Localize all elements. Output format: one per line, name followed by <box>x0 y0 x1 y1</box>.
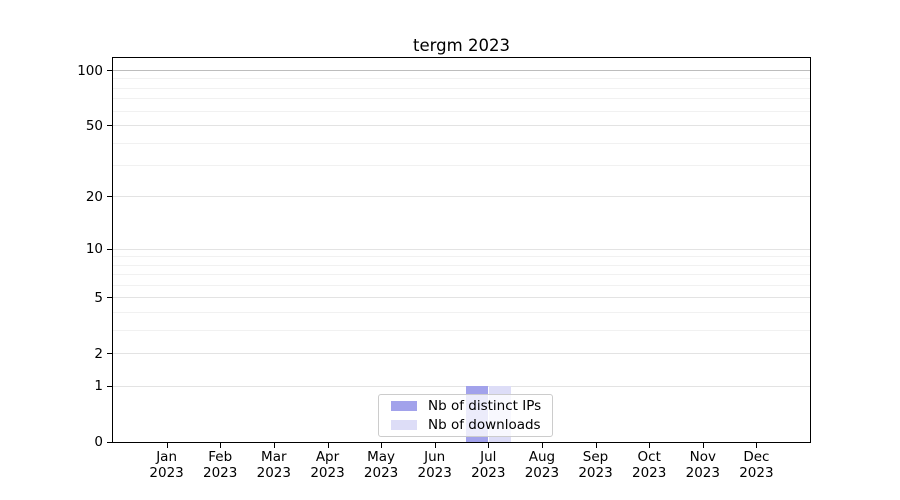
gridline <box>113 264 810 266</box>
gridline <box>113 329 810 331</box>
y-tick-mark <box>107 297 112 299</box>
y-tick-label: 2 <box>94 345 103 362</box>
gridline <box>113 353 810 355</box>
y-tick-mark <box>107 353 112 355</box>
y-tick-mark <box>107 70 112 71</box>
x-tick-label: Oct 2023 <box>619 449 679 481</box>
gridline <box>113 142 810 144</box>
x-tick-label-year: 2023 <box>578 464 613 481</box>
legend-label-downloads: Nb of downloads <box>428 417 541 433</box>
x-tick-label: Dec 2023 <box>726 449 786 481</box>
y-tick-mark <box>107 441 112 443</box>
x-tick-label: Jul 2023 <box>458 449 518 481</box>
y-tick-label: 20 <box>85 188 103 205</box>
x-tick-label-year: 2023 <box>417 464 452 481</box>
x-tick-label-year: 2023 <box>632 464 667 481</box>
x-tick-mark <box>649 443 651 448</box>
gridline <box>113 284 810 286</box>
x-tick-mark <box>541 443 543 448</box>
gridline <box>113 248 810 250</box>
x-tick-label: Apr 2023 <box>298 449 358 481</box>
gridline <box>113 385 810 387</box>
gridline <box>113 256 810 258</box>
x-tick-mark <box>166 443 168 448</box>
legend-swatch-distinct-ips-icon <box>391 401 417 411</box>
legend: Nb of distinct IPs Nb of downloads <box>378 394 553 437</box>
x-tick-mark <box>488 443 490 448</box>
gridline <box>113 98 810 100</box>
gridline <box>113 87 810 89</box>
x-tick-mark <box>327 443 329 448</box>
x-tick-label-year: 2023 <box>256 464 291 481</box>
chart-title: tergm 2023 <box>413 36 510 55</box>
gridline <box>113 70 810 71</box>
x-tick-label: Sep 2023 <box>566 449 626 481</box>
x-tick-label-year: 2023 <box>685 464 720 481</box>
x-tick-label-year: 2023 <box>524 464 560 481</box>
legend-swatch-downloads-icon <box>391 420 417 430</box>
x-tick-label-year: 2023 <box>149 464 184 481</box>
gridline <box>113 110 810 112</box>
x-tick-label: Jun 2023 <box>405 449 465 481</box>
x-tick-label-year: 2023 <box>471 464 506 481</box>
x-tick-label-year: 2023 <box>203 464 238 481</box>
y-tick-label: 5 <box>94 289 103 306</box>
gridline <box>113 125 810 126</box>
x-tick-mark <box>756 443 758 448</box>
legend-item-downloads: Nb of downloads <box>391 417 552 433</box>
x-tick-label-year: 2023 <box>310 464 345 481</box>
x-tick-label-year: 2023 <box>739 464 774 481</box>
y-tick-mark <box>107 385 112 387</box>
gridline <box>113 196 810 198</box>
x-tick-mark <box>434 443 436 448</box>
legend-label-distinct-ips: Nb of distinct IPs <box>428 398 542 414</box>
legend-item-distinct-ips: Nb of distinct IPs <box>391 398 552 414</box>
y-tick-label: 0 <box>94 434 103 450</box>
gridline <box>113 311 810 313</box>
y-tick-label: 50 <box>85 117 103 134</box>
gridline <box>113 274 810 276</box>
x-tick-label: Jan 2023 <box>137 449 197 481</box>
x-tick-label: Nov 2023 <box>673 449 733 481</box>
x-tick-mark <box>220 443 222 448</box>
x-tick-label: Mar 2023 <box>244 449 304 481</box>
y-tick-label: 10 <box>85 241 103 257</box>
x-tick-label-year: 2023 <box>363 464 399 481</box>
gridline <box>113 165 810 167</box>
plot-area: Nb of distinct IPs Nb of downloads <box>112 57 811 443</box>
x-tick-mark <box>702 443 704 448</box>
y-tick-mark <box>107 196 112 198</box>
x-tick-label: Feb 2023 <box>190 449 250 481</box>
y-tick-mark <box>107 248 112 250</box>
x-tick-mark <box>595 443 597 448</box>
y-tick-label: 100 <box>77 62 103 79</box>
y-tick-label: 1 <box>94 378 103 395</box>
gridline <box>113 297 810 299</box>
x-tick-label: Aug 2023 <box>512 449 572 481</box>
x-tick-mark <box>273 443 275 448</box>
gridline <box>113 78 810 80</box>
x-tick-label: May 2023 <box>351 449 411 481</box>
x-tick-mark <box>381 443 383 448</box>
y-tick-mark <box>107 125 112 126</box>
